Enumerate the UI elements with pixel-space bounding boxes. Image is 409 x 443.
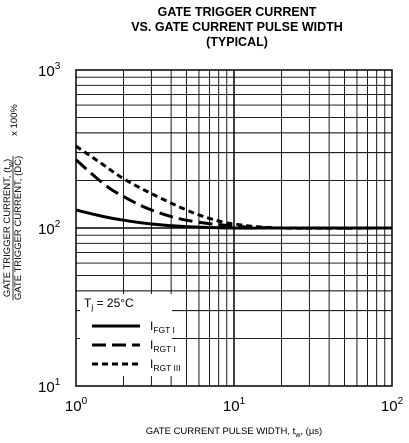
y-axis-label-line-1: GATE TRIGGER CURRENT, (tw) bbox=[2, 159, 15, 297]
legend-label-irgt-iii: IRGT III bbox=[150, 357, 181, 373]
series-line-i-rgt-iii bbox=[75, 144, 393, 230]
legend-label-ifgt-i: IFGT I bbox=[150, 319, 175, 335]
x-tick-label-1: 100 bbox=[65, 396, 88, 415]
chart-title-line-3: (TYPICAL) bbox=[206, 35, 268, 49]
chart-title-line-2: VS. GATE CURRENT PULSE WIDTH bbox=[131, 20, 343, 34]
x-tick-labels: 100 101 102 bbox=[65, 396, 404, 415]
chart-title-line-1: GATE TRIGGER CURRENT bbox=[158, 5, 317, 19]
legend: Tj = 25°C IFGT I IRGT I IRGT III bbox=[80, 294, 181, 376]
y-tick-labels: 101 102 103 bbox=[38, 61, 61, 396]
x-tick-label-2: 101 bbox=[223, 396, 246, 415]
series-layer bbox=[75, 144, 393, 230]
x-axis-label: GATE CURRENT PULSE WIDTH, tw, (µs) bbox=[146, 426, 322, 439]
y-tick-label-10-2: 102 bbox=[38, 219, 61, 238]
legend-label-irgt-i: IRGT I bbox=[150, 338, 176, 354]
x-tick-label-3: 102 bbox=[381, 396, 404, 415]
y-axis-label: GATE TRIGGER CURRENT, (tw) GATE TRIGGER … bbox=[2, 104, 24, 301]
y-axis-label-line-2: GATE TRIGGER CURRENT, (DC) bbox=[13, 156, 24, 300]
chart-title: GATE TRIGGER CURRENT VS. GATE CURRENT PU… bbox=[131, 5, 343, 49]
y-axis-label-multiplier: x 100% bbox=[9, 104, 20, 136]
legend-title: Tj = 25°C bbox=[84, 296, 134, 312]
legend-box bbox=[80, 294, 172, 376]
y-tick-label-10-3: 103 bbox=[38, 61, 61, 80]
y-tick-label-10-1: 101 bbox=[38, 377, 61, 396]
